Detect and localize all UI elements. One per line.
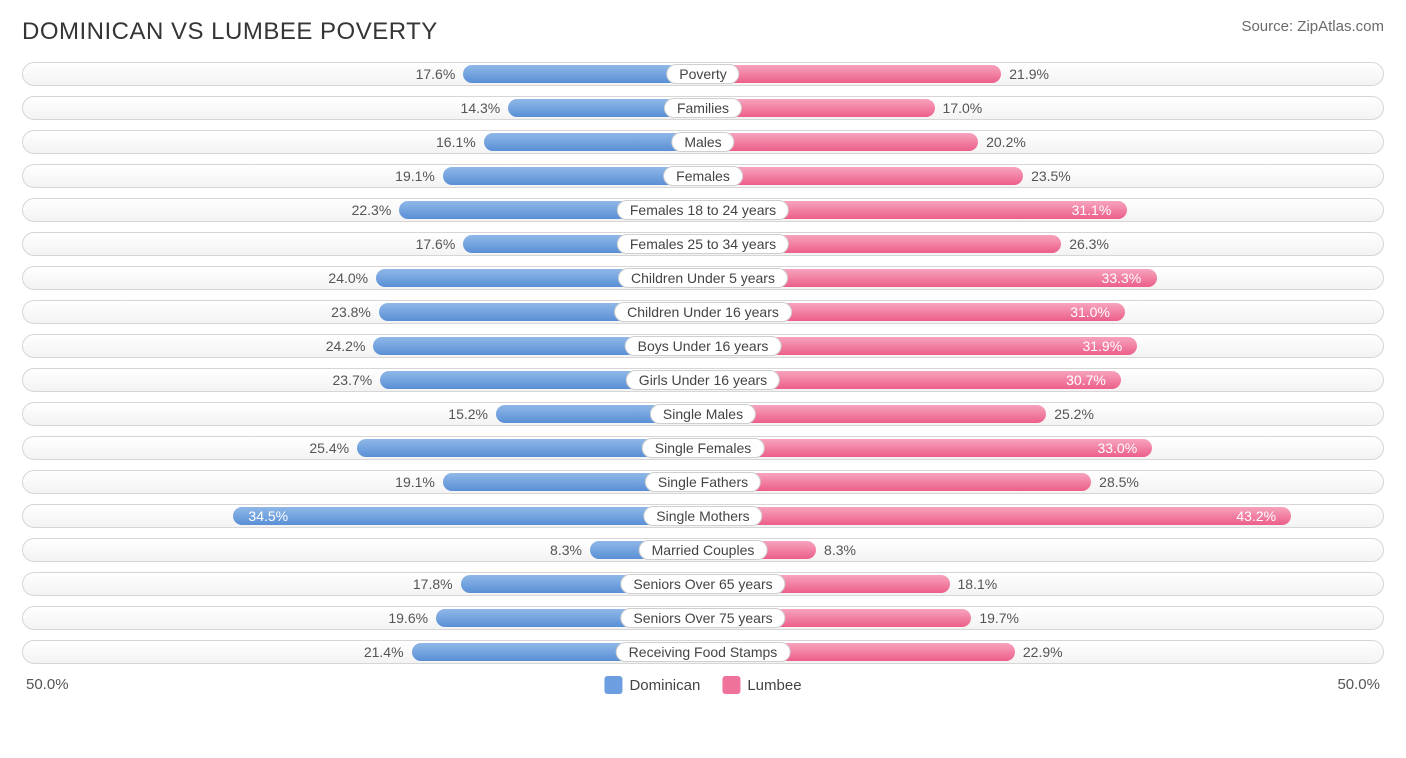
- value-label-left: 19.1%: [395, 168, 435, 184]
- category-label: Boys Under 16 years: [625, 336, 782, 356]
- value-label-right: 23.5%: [1031, 168, 1071, 184]
- category-label: Seniors Over 65 years: [620, 574, 785, 594]
- value-label-right: 8.3%: [824, 542, 856, 558]
- value-label-right: 17.0%: [943, 100, 983, 116]
- value-label-left: 8.3%: [550, 542, 582, 558]
- bar-left: [233, 507, 703, 525]
- value-label-left: 24.0%: [328, 270, 368, 286]
- value-label-right: 18.1%: [958, 576, 998, 592]
- legend-swatch-right: [722, 676, 740, 694]
- chart-row: Males 16.1% 20.2%: [22, 128, 1384, 156]
- category-label: Single Mothers: [643, 506, 762, 526]
- legend: Dominican Lumbee: [604, 676, 801, 694]
- bar-right: [703, 133, 978, 151]
- value-label-left: 25.4%: [309, 440, 349, 456]
- category-label: Families: [664, 98, 742, 118]
- value-label-right: 33.0%: [1097, 440, 1137, 456]
- value-label-left: 19.1%: [395, 474, 435, 490]
- value-label-left: 14.3%: [461, 100, 501, 116]
- value-label-right: 31.9%: [1082, 338, 1122, 354]
- value-label-left: 23.8%: [331, 304, 371, 320]
- bar-right: [703, 507, 1291, 525]
- value-label-left: 15.2%: [448, 406, 488, 422]
- axis-labels: 50.0% Dominican Lumbee 50.0%: [22, 676, 1384, 693]
- value-label-right: 43.2%: [1236, 508, 1276, 524]
- legend-label-left: Dominican: [629, 677, 700, 694]
- category-label: Children Under 16 years: [614, 302, 792, 322]
- chart-row: Families 14.3% 17.0%: [22, 94, 1384, 122]
- chart-row: Females 18 to 24 years 22.3% 31.1%: [22, 196, 1384, 224]
- bar-right: [703, 65, 1001, 83]
- value-label-right: 25.2%: [1054, 406, 1094, 422]
- category-label: Girls Under 16 years: [626, 370, 780, 390]
- category-label: Married Couples: [639, 540, 768, 560]
- bar-right: [703, 439, 1152, 457]
- chart-row: Females 25 to 34 years 17.6% 26.3%: [22, 230, 1384, 258]
- category-label: Poverty: [666, 64, 739, 84]
- chart-row: Girls Under 16 years 23.7% 30.7%: [22, 366, 1384, 394]
- chart-rows: Poverty 17.6% 21.9% Families 14.3% 17.0% Males…: [22, 60, 1384, 666]
- value-label-right: 21.9%: [1009, 66, 1049, 82]
- axis-right-max: 50.0%: [1337, 676, 1380, 693]
- chart-row: Receiving Food Stamps 21.4% 22.9%: [22, 638, 1384, 666]
- chart-row: Females 19.1% 23.5%: [22, 162, 1384, 190]
- axis-left-max: 50.0%: [26, 676, 69, 693]
- value-label-right: 20.2%: [986, 134, 1026, 150]
- value-label-right: 26.3%: [1069, 236, 1109, 252]
- category-label: Females 18 to 24 years: [617, 200, 789, 220]
- value-label-right: 31.1%: [1072, 202, 1112, 218]
- legend-item-left: Dominican: [604, 676, 700, 694]
- category-label: Single Fathers: [645, 472, 761, 492]
- value-label-left: 17.6%: [416, 236, 456, 252]
- value-label-right: 30.7%: [1066, 372, 1106, 388]
- value-label-right: 22.9%: [1023, 644, 1063, 660]
- value-label-left: 23.7%: [333, 372, 373, 388]
- chart-row: Seniors Over 65 years 17.8% 18.1%: [22, 570, 1384, 598]
- value-label-right: 28.5%: [1099, 474, 1139, 490]
- bar-right: [703, 167, 1023, 185]
- value-label-left: 34.5%: [248, 508, 288, 524]
- category-label: Females 25 to 34 years: [617, 234, 789, 254]
- chart-title: DOMINICAN VS LUMBEE POVERTY: [22, 18, 438, 46]
- chart-row: Single Males 15.2% 25.2%: [22, 400, 1384, 428]
- category-label: Receiving Food Stamps: [616, 642, 791, 662]
- legend-swatch-left: [604, 676, 622, 694]
- bar-left: [484, 133, 703, 151]
- value-label-left: 21.4%: [364, 644, 404, 660]
- chart-row: Single Mothers 34.5% 43.2%: [22, 502, 1384, 530]
- chart-row: Children Under 5 years 24.0% 33.3%: [22, 264, 1384, 292]
- category-label: Children Under 5 years: [618, 268, 788, 288]
- chart-row: Children Under 16 years 23.8% 31.0%: [22, 298, 1384, 326]
- value-label-left: 24.2%: [326, 338, 366, 354]
- value-label-right: 33.3%: [1102, 270, 1142, 286]
- chart-row: Single Females 25.4% 33.0%: [22, 434, 1384, 462]
- chart-row: Seniors Over 75 years 19.6% 19.7%: [22, 604, 1384, 632]
- value-label-left: 19.6%: [388, 610, 428, 626]
- chart-row: Boys Under 16 years 24.2% 31.9%: [22, 332, 1384, 360]
- chart-row: Married Couples 8.3% 8.3%: [22, 536, 1384, 564]
- chart-row: Single Fathers 19.1% 28.5%: [22, 468, 1384, 496]
- category-label: Females: [663, 166, 743, 186]
- value-label-right: 19.7%: [979, 610, 1019, 626]
- value-label-left: 17.6%: [416, 66, 456, 82]
- chart-row: Poverty 17.6% 21.9%: [22, 60, 1384, 88]
- value-label-left: 17.8%: [413, 576, 453, 592]
- value-label-left: 16.1%: [436, 134, 476, 150]
- value-label-right: 31.0%: [1070, 304, 1110, 320]
- category-label: Single Females: [642, 438, 765, 458]
- value-label-left: 22.3%: [352, 202, 392, 218]
- category-label: Seniors Over 75 years: [620, 608, 785, 628]
- bar-right: [703, 473, 1091, 491]
- legend-label-right: Lumbee: [747, 677, 801, 694]
- category-label: Males: [671, 132, 734, 152]
- legend-item-right: Lumbee: [722, 676, 801, 694]
- chart-source: Source: ZipAtlas.com: [1241, 18, 1384, 35]
- category-label: Single Males: [650, 404, 756, 424]
